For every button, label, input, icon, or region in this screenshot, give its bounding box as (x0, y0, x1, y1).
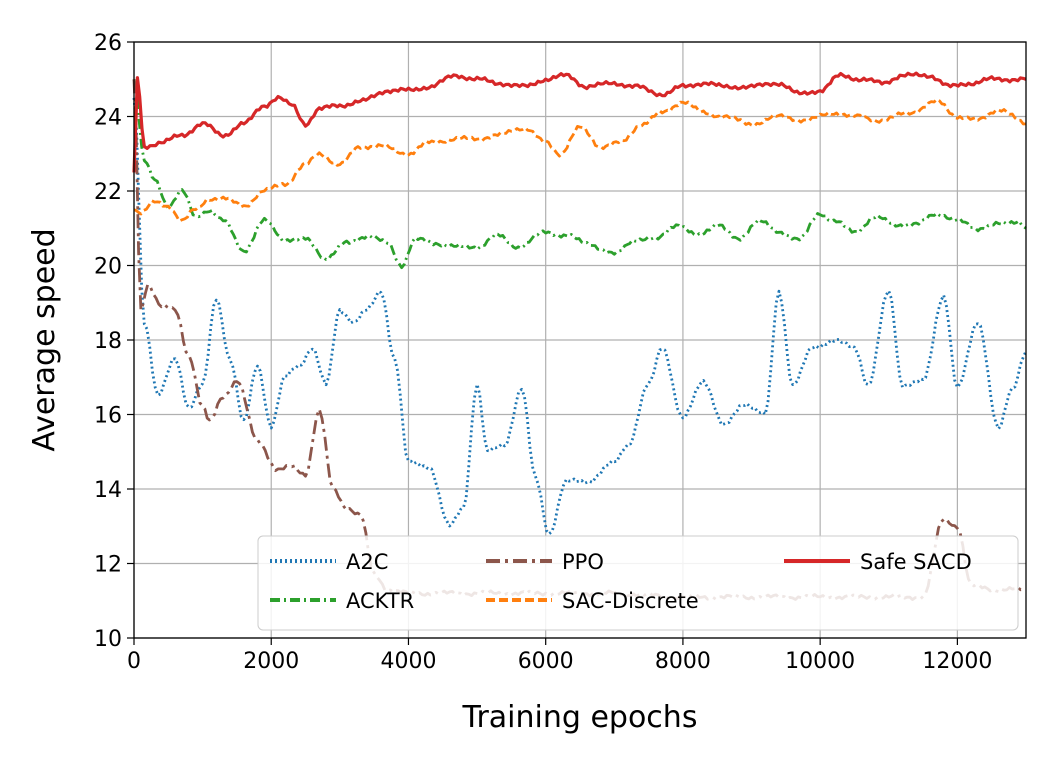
x-tick-label: 2000 (243, 649, 299, 674)
y-tick-label: 20 (94, 255, 122, 280)
y-tick-label: 18 (94, 329, 122, 354)
y-axis-label: Average speed (27, 228, 62, 451)
x-tick-label: 10000 (785, 649, 855, 674)
series-line-acktr (132, 79, 1027, 270)
series-line-sac-discrete (133, 97, 1027, 223)
y-tick-label: 24 (94, 106, 122, 131)
x-axis: 0 2000 4000 6000 8000 10000 12000 (127, 638, 992, 674)
y-tick-label: 10 (94, 627, 122, 652)
y-tick-label: 14 (94, 478, 122, 503)
y-tick-label: 12 (94, 553, 122, 578)
legend-label-acktr: ACKTR (346, 589, 414, 613)
series-line-a2c (132, 97, 1028, 536)
x-axis-label: Training epochs (462, 700, 698, 735)
legend-label-a2c: A2C (346, 550, 388, 574)
y-axis: 10 12 14 16 18 20 22 24 26 (94, 31, 134, 652)
legend-label-sac-discrete: SAC-Discrete (562, 589, 699, 613)
y-tick-label: 26 (94, 31, 122, 56)
y-tick-label: 16 (94, 404, 122, 429)
series-line-ppo (132, 79, 1027, 601)
x-tick-label: 8000 (655, 649, 711, 674)
legend-label-safe-sacd: Safe SACD (860, 550, 972, 574)
x-tick-label: 0 (127, 649, 141, 674)
x-tick-label: 4000 (380, 649, 436, 674)
x-tick-label: 12000 (922, 649, 992, 674)
legend-label-ppo: PPO (562, 550, 604, 574)
series-line-safe-sacd (132, 71, 1027, 173)
legend: A2C ACKTR PPO SAC-Discrete Safe SACD (257, 535, 1019, 631)
series-layer (132, 71, 1028, 601)
y-tick-label: 22 (94, 180, 122, 205)
x-tick-label: 6000 (518, 649, 574, 674)
